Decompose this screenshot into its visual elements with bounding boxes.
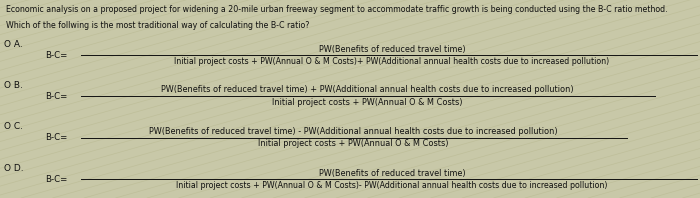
Text: PW(Benefits of reduced travel time): PW(Benefits of reduced travel time)	[318, 168, 466, 178]
Text: Initial project costs + PW(Annual O & M Costs): Initial project costs + PW(Annual O & M …	[272, 98, 463, 107]
Text: PW(Benefits of reduced travel time): PW(Benefits of reduced travel time)	[318, 45, 466, 54]
Text: O C.: O C.	[4, 122, 22, 131]
Text: B-C=: B-C=	[46, 175, 68, 184]
Text: Initial project costs + PW(Annual O & M Costs)+ PW(Additional annual health cost: Initial project costs + PW(Annual O & M …	[174, 57, 610, 66]
Text: O D.: O D.	[4, 164, 23, 173]
Text: B-C=: B-C=	[46, 51, 68, 60]
Text: B-C=: B-C=	[46, 133, 68, 142]
Text: PW(Benefits of reduced travel time) - PW(Additional annual health costs due to i: PW(Benefits of reduced travel time) - PW…	[149, 127, 558, 136]
Text: Initial project costs + PW(Annual O & M Costs): Initial project costs + PW(Annual O & M …	[258, 139, 449, 148]
Text: Economic analysis on a proposed project for widening a 20-mile urban freeway seg: Economic analysis on a proposed project …	[6, 5, 667, 14]
Text: B-C=: B-C=	[46, 91, 68, 101]
Text: PW(Benefits of reduced travel time) + PW(Additional annual health costs due to i: PW(Benefits of reduced travel time) + PW…	[161, 85, 574, 94]
Text: Which of the follwing is the most traditional way of calculating the B-C ratio?: Which of the follwing is the most tradit…	[6, 21, 309, 30]
Text: O A.: O A.	[4, 40, 22, 49]
Text: Initial project costs + PW(Annual O & M Costs)- PW(Additional annual health cost: Initial project costs + PW(Annual O & M …	[176, 181, 608, 190]
Text: O B.: O B.	[4, 81, 22, 90]
